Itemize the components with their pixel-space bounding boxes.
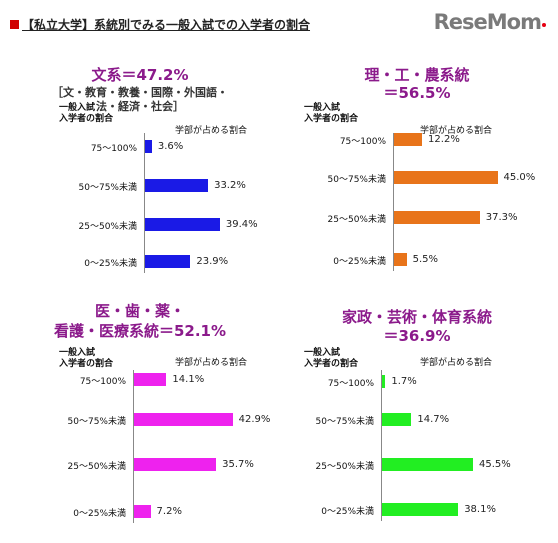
value-label-50-75: 33.2% — [214, 180, 246, 191]
chart-title-line2: ＝56.5% — [383, 84, 451, 102]
chart-title: 文系＝47.2% — [91, 66, 189, 84]
bar-50-75 — [382, 413, 412, 426]
y-axis-label-line1: 一般入試 — [59, 348, 96, 358]
value-label-75-100: 1.7% — [391, 376, 417, 387]
logo-text: ReseMom — [433, 10, 542, 34]
bar-75-100 — [134, 373, 167, 386]
x-axis-label: 学部が占める割合 — [420, 358, 493, 368]
bar-75-100 — [145, 140, 152, 153]
header-title: 【私立大学】系統別でみる一般入試での入学者の割合 — [22, 18, 311, 32]
category-label-0-25: 0〜25%未満 — [73, 509, 126, 519]
category-label-25-50: 25〜50%未満 — [327, 215, 386, 225]
y-axis-label-line1: 一般入試 — [304, 103, 341, 113]
bar-75-100 — [382, 375, 386, 388]
bar-75-100 — [394, 133, 423, 146]
chart-panel-science: 理・工・農系統 ＝56.5% 一般入試 入学者の割合 学部が占める割合 75〜1… — [282, 58, 552, 293]
category-label-25-50: 25〜50%未満 — [315, 462, 374, 472]
category-label-75-100: 75〜100% — [79, 377, 126, 387]
x-axis-label: 学部が占める割合 — [175, 358, 248, 368]
y-axis-label-line2: 入学者の割合 — [304, 359, 359, 369]
chart-title-line1: 理・工・農系統 — [364, 66, 470, 84]
bar-50-75 — [145, 179, 209, 192]
y-axis-label-line2: 入学者の割合 — [59, 359, 114, 369]
category-label-25-50: 25〜50%未満 — [67, 462, 126, 472]
category-label-50-75: 50〜75%未満 — [78, 183, 137, 193]
chart-title-line1: 医・歯・薬・ — [94, 302, 185, 320]
x-axis-label: 学部が占める割合 — [420, 126, 493, 136]
chart-panel-humanities: 文系＝47.2% ［文・教育・教養・国際・外国語・ 法・経済・社会］ 一般入試 … — [5, 58, 275, 293]
value-label-50-75: 45.0% — [503, 172, 536, 183]
value-label-75-100: 14.1% — [172, 374, 205, 385]
y-axis-label-line1: 一般入試 — [304, 348, 341, 358]
chart-subtitle-line1: ［文・教育・教養・国際・外国語・ — [52, 86, 228, 99]
bar-25-50 — [382, 458, 473, 471]
bar-0-25 — [382, 503, 459, 516]
chart-panel-medical: 医・歯・薬・ 看護・医療系統＝52.1% 一般入試 入学者の割合 学部が占める割… — [5, 300, 275, 535]
category-label-50-75: 50〜75%未満 — [315, 417, 374, 427]
bar-50-75 — [394, 171, 498, 184]
category-label-75-100: 75〜100% — [339, 137, 386, 147]
bar-25-50 — [394, 211, 480, 224]
category-label-0-25: 0〜25%未満 — [333, 257, 386, 267]
chart-title-line2: ＝36.9% — [383, 327, 451, 345]
bar-25-50 — [145, 218, 220, 231]
category-label-25-50: 25〜50%未満 — [78, 222, 137, 232]
resemom-logo: ReseMom — [434, 10, 546, 34]
value-label-75-100: 12.2% — [428, 134, 460, 145]
y-axis-label-line2: 入学者の割合 — [304, 114, 359, 124]
value-label-25-50: 39.4% — [225, 219, 258, 230]
chart-title-line2: 看護・医療系統＝52.1% — [53, 322, 227, 340]
value-label-50-75: 42.9% — [238, 414, 271, 425]
y-axis-line — [393, 133, 394, 271]
value-label-0-25: 38.1% — [464, 504, 496, 515]
value-label-50-75: 14.7% — [417, 414, 450, 425]
logo-dot-icon — [542, 23, 546, 27]
category-label-0-25: 0〜25%未満 — [84, 259, 137, 269]
value-label-0-25: 23.9% — [196, 256, 229, 267]
category-label-50-75: 50〜75%未満 — [327, 175, 386, 185]
value-label-25-50: 35.7% — [222, 459, 254, 470]
bar-25-50 — [134, 458, 217, 471]
bar-0-25 — [134, 505, 151, 518]
chart-subtitle-line2: 法・経済・社会］ — [96, 100, 184, 113]
bar-50-75 — [134, 413, 233, 426]
chart-title-line1: 家政・芸術・体育系統 — [341, 308, 492, 326]
category-label-75-100: 75〜100% — [90, 144, 137, 154]
red-square-icon — [10, 20, 19, 29]
chart-panel-home-arts: 家政・芸術・体育系統 ＝36.9% 一般入試 入学者の割合 学部が占める割合 7… — [282, 300, 552, 535]
y-axis-line — [144, 133, 145, 273]
y-axis-label-line1: 一般入試 — [59, 103, 96, 113]
x-axis-label: 学部が占める割合 — [175, 126, 248, 136]
category-label-50-75: 50〜75%未満 — [67, 417, 126, 427]
bar-0-25 — [145, 255, 191, 268]
value-label-75-100: 3.6% — [157, 141, 184, 152]
y-axis-label-line2: 入学者の割合 — [59, 114, 114, 124]
y-axis-line — [381, 370, 382, 521]
value-label-25-50: 37.3% — [485, 212, 518, 223]
bar-0-25 — [394, 253, 407, 266]
category-label-0-25: 0〜25%未満 — [321, 507, 374, 517]
page-header: 【私立大学】系統別でみる一般入試での入学者の割合 — [10, 16, 310, 33]
category-label-75-100: 75〜100% — [327, 379, 374, 389]
value-label-0-25: 7.2% — [156, 506, 182, 517]
value-label-0-25: 5.5% — [412, 254, 439, 265]
y-axis-line — [133, 370, 134, 523]
value-label-25-50: 45.5% — [479, 459, 511, 470]
